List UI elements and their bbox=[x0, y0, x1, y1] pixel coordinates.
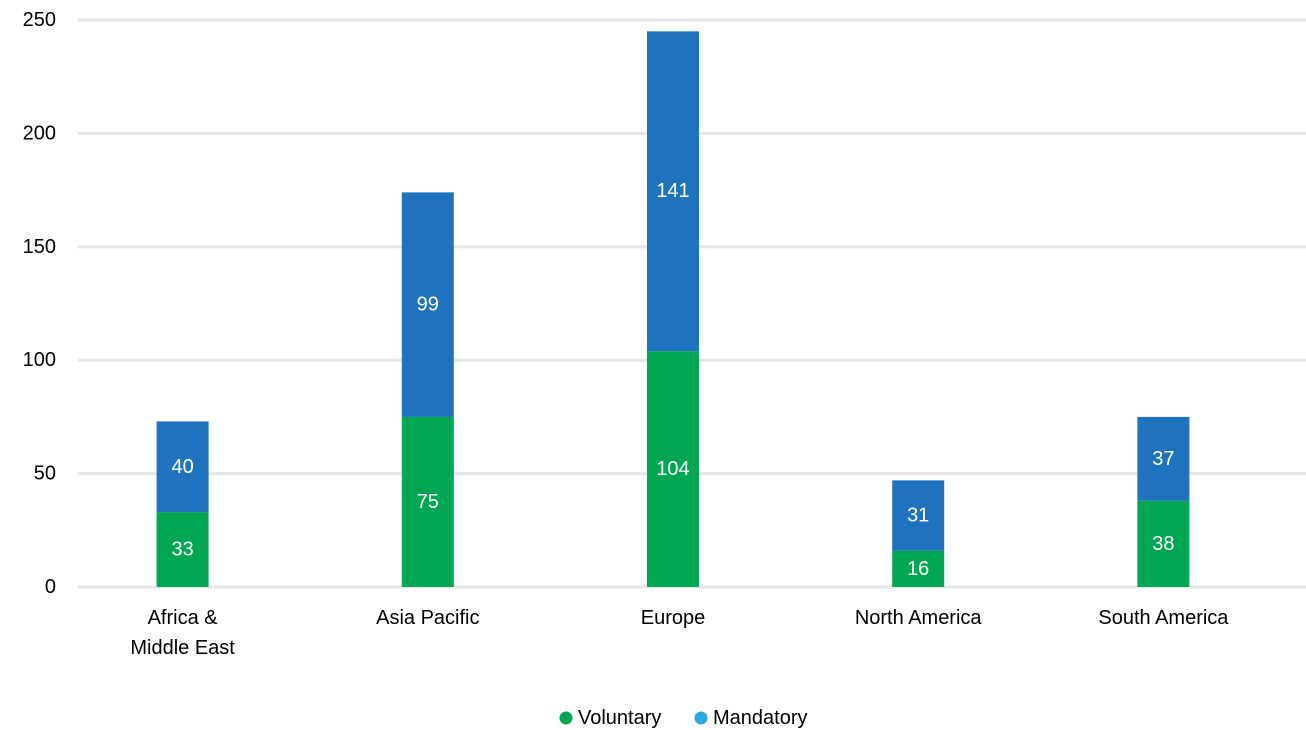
y-tick-label: 50 bbox=[34, 463, 56, 485]
bar-voluntary-2 bbox=[401, 416, 454, 587]
data-label-mandatory-3: 141 bbox=[656, 180, 689, 202]
legend-label-mandatory: Mandatory bbox=[713, 707, 808, 729]
bar-voluntary-5 bbox=[1137, 500, 1190, 587]
bar-mandatory-2 bbox=[401, 192, 454, 417]
x-category-label: Africa & bbox=[148, 607, 219, 629]
y-axis: 0 50 100 150 200 250 bbox=[23, 9, 56, 598]
data-label-voluntary-2: 75 bbox=[417, 491, 439, 513]
x-category-label: North America bbox=[855, 607, 983, 629]
bar-mandatory-4 bbox=[892, 480, 945, 551]
data-label-voluntary-1: 33 bbox=[171, 539, 193, 561]
data-label-mandatory-2: 99 bbox=[417, 294, 439, 316]
data-label-mandatory-5: 37 bbox=[1152, 448, 1174, 470]
y-tick-label: 100 bbox=[23, 349, 56, 371]
x-category-label: South America bbox=[1098, 607, 1229, 629]
x-axis: Africa & Middle East Asia Pacific Europe Nor… bbox=[130, 607, 1229, 659]
legend: Voluntary Mandatory bbox=[559, 707, 808, 729]
data-label-voluntary-5: 38 bbox=[1152, 533, 1174, 555]
y-tick-label: 150 bbox=[23, 236, 56, 258]
x-category-label: Europe bbox=[641, 607, 706, 629]
bar-voluntary-3 bbox=[647, 351, 699, 587]
bar-mandatory-5 bbox=[1137, 416, 1190, 501]
x-category-label: Asia Pacific bbox=[376, 607, 479, 629]
legend-label-voluntary: Voluntary bbox=[578, 707, 661, 729]
legend-marker-mandatory bbox=[694, 711, 708, 725]
x-category-label: Middle East bbox=[130, 637, 235, 659]
data-label-mandatory-1: 40 bbox=[171, 456, 193, 478]
data-label-voluntary-4: 16 bbox=[907, 558, 929, 580]
data-label-mandatory-4: 31 bbox=[907, 505, 929, 527]
bar-mandatory-3 bbox=[647, 31, 699, 352]
bar-voluntary-1 bbox=[156, 512, 209, 587]
y-tick-label: 200 bbox=[23, 122, 56, 144]
bar-voluntary-4 bbox=[892, 550, 945, 587]
bars: 33 40 75 99 104 141 16 31 38 37 bbox=[156, 31, 1190, 587]
legend-marker-voluntary bbox=[559, 711, 573, 725]
bar-mandatory-1 bbox=[156, 421, 209, 513]
data-label-voluntary-3: 104 bbox=[656, 458, 689, 480]
y-tick-label: 0 bbox=[45, 576, 56, 598]
y-tick-label: 250 bbox=[23, 9, 56, 31]
